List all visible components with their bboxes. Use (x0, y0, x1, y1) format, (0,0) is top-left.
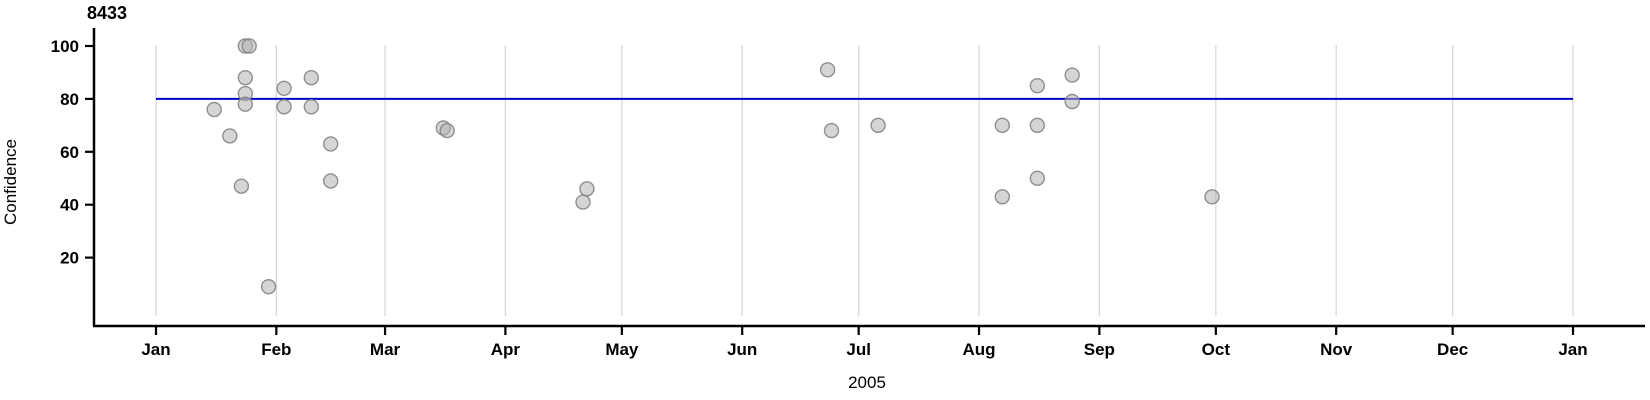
x-tick-label: May (605, 340, 639, 359)
x-tick-label: Oct (1202, 340, 1231, 359)
data-point (1204, 189, 1220, 205)
x-tick-label: Jan (1558, 340, 1587, 359)
data-point (303, 99, 319, 115)
y-axis-label: Confidence (1, 139, 20, 225)
data-point (237, 69, 254, 86)
axes (92, 28, 1645, 328)
data-point (994, 117, 1010, 134)
data-point (233, 178, 250, 194)
x-tick-label: Feb (261, 340, 291, 359)
data-point (206, 101, 222, 118)
data-point (260, 279, 277, 295)
data-point (1029, 77, 1046, 94)
data-point (823, 122, 840, 139)
data-point (870, 117, 886, 134)
data-point (1029, 170, 1046, 187)
data-point (276, 80, 292, 97)
panel-title: 8433 (87, 3, 127, 23)
x-tick-label: Apr (491, 340, 521, 359)
gridlines (155, 45, 1574, 316)
data-point (241, 38, 257, 54)
data-point (819, 62, 836, 78)
y-tick-label: 20 (60, 249, 79, 268)
x-tick-label: Sep (1084, 340, 1115, 359)
y-tick-label: 60 (60, 143, 79, 162)
data-point (323, 173, 339, 189)
data-point (994, 189, 1010, 205)
x-tick-label: Nov (1320, 340, 1353, 359)
data-point (276, 99, 292, 115)
x-tick-label: Aug (963, 340, 996, 359)
data-point (579, 181, 595, 197)
data-points (206, 38, 1220, 295)
y-tick-label: 80 (60, 90, 79, 109)
y-tick-label: 100 (51, 37, 79, 56)
x-axis-label: 2005 (848, 373, 886, 392)
data-point (323, 136, 339, 152)
data-point (1029, 117, 1046, 134)
tick-labels: 100 80 60 40 20 Jan Feb Mar Apr May Jun Jul Aug Sep Oc… (51, 37, 1588, 359)
y-tick-label: 40 (60, 196, 79, 215)
data-point (439, 122, 455, 139)
data-point (222, 128, 238, 144)
data-point (1064, 67, 1080, 83)
data-point (237, 96, 254, 112)
x-tick-label: Jan (141, 340, 170, 359)
x-tick-label: Mar (370, 340, 401, 359)
x-tick-label: Jun (727, 340, 757, 359)
tick-marks (85, 44, 1575, 335)
x-tick-label: Jul (846, 340, 871, 359)
x-tick-label: Dec (1437, 340, 1468, 359)
data-point (1064, 93, 1080, 110)
data-point (303, 69, 319, 86)
data-point (575, 194, 591, 210)
